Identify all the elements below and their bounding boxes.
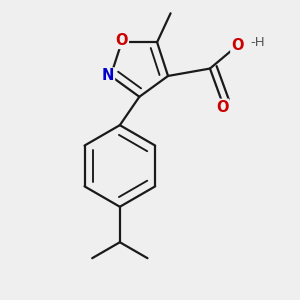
Text: -H: -H (251, 36, 265, 49)
Text: O: O (116, 33, 128, 48)
Text: N: N (102, 68, 114, 83)
Text: O: O (231, 38, 244, 52)
Text: O: O (216, 100, 228, 115)
